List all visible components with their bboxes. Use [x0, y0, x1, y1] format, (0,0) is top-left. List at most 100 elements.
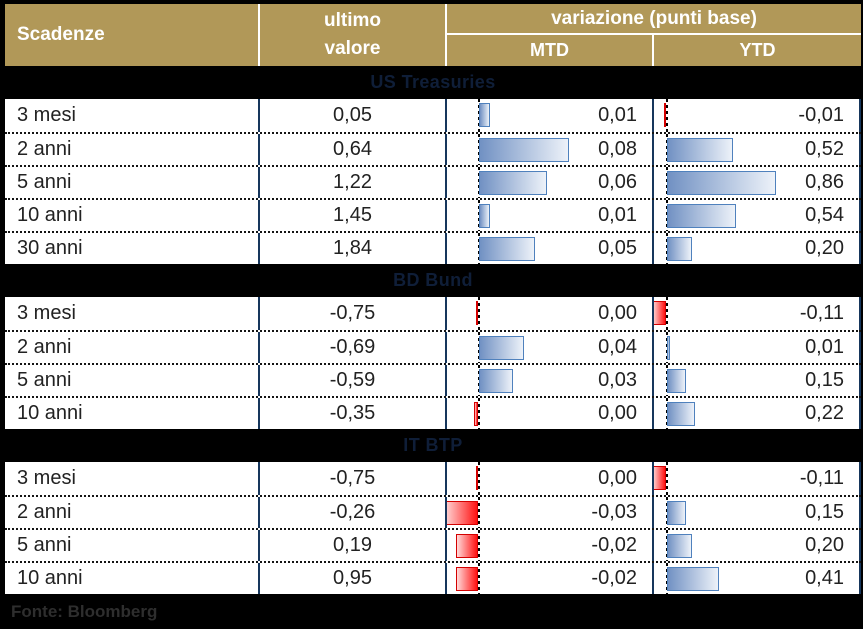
- mtd-value: 0,03: [598, 369, 637, 391]
- ytd-bar: [667, 501, 687, 525]
- ytd-value: 0,20: [805, 534, 844, 556]
- table-row: 30 anni 1,84 0,05 0,20: [5, 231, 861, 264]
- ytd-cell: 0,22: [652, 398, 861, 429]
- table-row: 2 anni -0,69 0,04 0,01: [5, 330, 861, 363]
- mtd-bar: [455, 534, 478, 558]
- ytd-bar: [667, 336, 670, 360]
- mtd-cell: 0,00: [445, 462, 652, 495]
- mtd-value: -0,03: [591, 501, 637, 523]
- ytd-value: 0,52: [805, 138, 844, 160]
- mtd-value: 0,08: [598, 138, 637, 160]
- header-ultimo-line2: valore: [324, 38, 381, 59]
- last-value: -0,35: [258, 398, 445, 429]
- mtd-axis-line: [478, 563, 480, 594]
- ytd-bar: [667, 567, 720, 591]
- mtd-value: -0,02: [591, 534, 637, 556]
- table-row: 3 mesi 0,05 0,01 -0,01: [5, 99, 861, 132]
- ytd-bar: [667, 369, 687, 393]
- maturity-label: 5 anni: [17, 171, 72, 193]
- mtd-bar: [455, 567, 478, 591]
- ytd-bar: [654, 301, 666, 325]
- mtd-bar: [475, 301, 478, 325]
- table-row: 5 anni 1,22 0,06 0,86: [5, 165, 861, 198]
- mtd-cell: 0,01: [445, 99, 652, 132]
- maturity-label: 10 anni: [17, 567, 83, 589]
- mtd-axis-line: [478, 398, 480, 429]
- last-value: 1,45: [258, 200, 445, 231]
- table-row: 3 mesi -0,75 0,00 -0,11: [5, 462, 861, 495]
- last-value: -0,59: [258, 365, 445, 396]
- header-ytd: YTD: [652, 35, 861, 66]
- mtd-cell: 0,05: [445, 233, 652, 264]
- ytd-value: -0,11: [799, 302, 844, 324]
- last-value: 0,05: [258, 99, 445, 132]
- ytd-cell: 0,20: [652, 530, 861, 561]
- mtd-cell: -0,03: [445, 497, 652, 528]
- header-ultimo-valore: ultimo valore: [258, 4, 445, 66]
- ytd-value: 0,15: [805, 369, 844, 391]
- ytd-cell: 0,15: [652, 365, 861, 396]
- ytd-cell: 0,20: [652, 233, 861, 264]
- mtd-axis-line: [478, 462, 480, 495]
- table-section: BD Bund 3 mesi -0,75 0,00 -0,11 2 anni -…: [5, 264, 861, 429]
- mtd-cell: 0,03: [445, 365, 652, 396]
- mtd-cell: 0,06: [445, 167, 652, 198]
- ytd-axis-line: [666, 99, 668, 132]
- mtd-cell: 0,00: [445, 398, 652, 429]
- mtd-bar: [479, 369, 513, 393]
- last-value: 1,84: [258, 233, 445, 264]
- mtd-cell: 0,04: [445, 332, 652, 363]
- ytd-cell: -0,01: [652, 99, 861, 132]
- maturity-label: 2 anni: [17, 336, 72, 358]
- section-rows: 3 mesi 0,05 0,01 -0,01 2 anni 0,64 0,08 …: [5, 99, 861, 264]
- maturity-label: 5 anni: [17, 534, 72, 556]
- mtd-bar: [479, 138, 569, 162]
- table-row: 10 anni -0,35 0,00 0,22: [5, 396, 861, 429]
- header-mtd: MTD: [445, 35, 652, 66]
- maturity-label: 30 anni: [17, 237, 83, 259]
- mtd-bar: [479, 204, 491, 228]
- table-row: 2 anni -0,26 -0,03 0,15: [5, 495, 861, 528]
- source-footer: Fonte: Bloomberg: [5, 594, 861, 629]
- header-ultimo-line1: ultimo: [324, 10, 381, 31]
- maturity-label: 3 mesi: [17, 302, 76, 324]
- table-row: 5 anni -0,59 0,03 0,15: [5, 363, 861, 396]
- mtd-cell: 0,08: [445, 134, 652, 165]
- last-value: -0,69: [258, 332, 445, 363]
- ytd-cell: 0,41: [652, 563, 861, 594]
- source-label: Fonte: Bloomberg: [11, 601, 158, 621]
- mtd-value: 0,00: [598, 467, 637, 489]
- ytd-bar: [667, 237, 693, 261]
- maturity-label: 5 anni: [17, 369, 72, 391]
- mtd-bar: [479, 237, 536, 261]
- ytd-bar: [667, 138, 734, 162]
- last-value: -0,75: [258, 297, 445, 330]
- section-title: BD Bund: [5, 264, 861, 297]
- table-row: 3 mesi -0,75 0,00 -0,11: [5, 297, 861, 330]
- maturity-label: 3 mesi: [17, 104, 76, 126]
- maturity-label: 2 anni: [17, 501, 72, 523]
- ytd-cell: 0,15: [652, 497, 861, 528]
- mtd-bar: [475, 466, 478, 490]
- ytd-bar: [667, 534, 693, 558]
- table-section: IT BTP 3 mesi -0,75 0,00 -0,11 2 anni -0…: [5, 429, 861, 594]
- ytd-cell: 0,52: [652, 134, 861, 165]
- mtd-bar: [479, 103, 491, 127]
- maturity-label: 10 anni: [17, 402, 83, 424]
- table-row: 10 anni 1,45 0,01 0,54: [5, 198, 861, 231]
- table-row: 2 anni 0,64 0,08 0,52: [5, 132, 861, 165]
- mtd-bar: [447, 501, 478, 525]
- ytd-value: 0,01: [805, 336, 844, 358]
- header-variazione: variazione (punti base): [445, 4, 861, 35]
- ytd-value: -0,01: [798, 104, 844, 126]
- ytd-axis-line: [666, 462, 668, 495]
- section-rows: 3 mesi -0,75 0,00 -0,11 2 anni -0,26 -0,…: [5, 462, 861, 594]
- ytd-value: -0,11: [799, 467, 844, 489]
- maturity-label: 3 mesi: [17, 467, 76, 489]
- mtd-axis-line: [478, 297, 480, 330]
- mtd-value: 0,05: [598, 237, 637, 259]
- ytd-bar: [667, 402, 695, 426]
- maturity-label: 2 anni: [17, 138, 72, 160]
- ytd-value: 0,22: [805, 402, 844, 424]
